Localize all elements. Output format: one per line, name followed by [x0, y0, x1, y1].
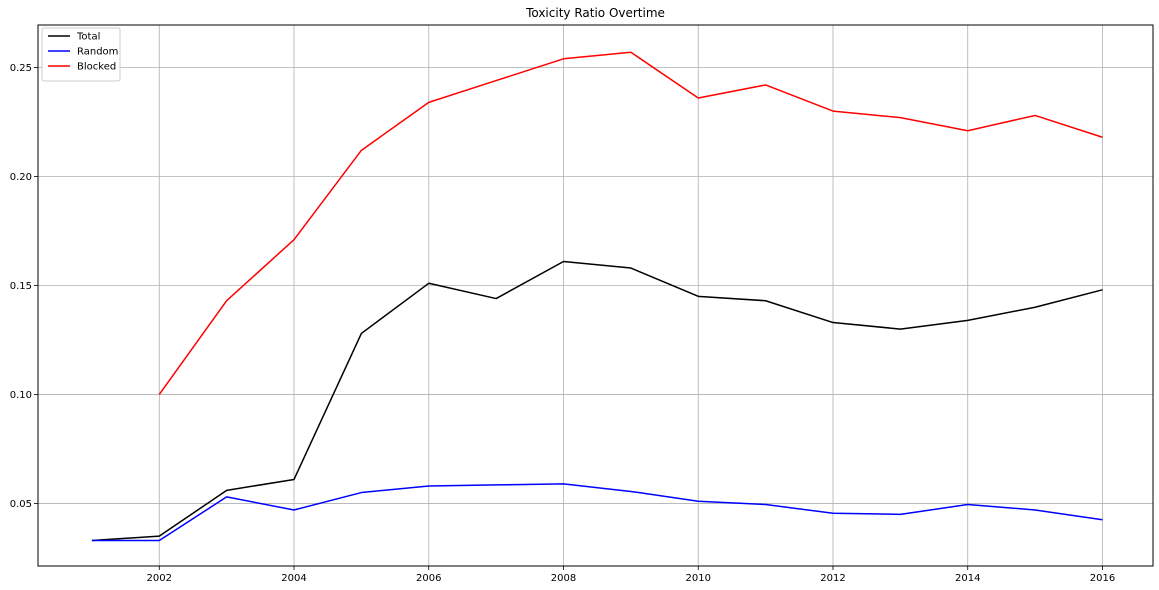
y-tick-label: 0.25 — [10, 63, 32, 74]
x-tick-label: 2014 — [955, 573, 980, 584]
axis-ticks: 2002 2004 2006 2008 2010 2012 2014 2016 0.05 0.10… — [10, 63, 1115, 584]
y-tick-label: 0.10 — [10, 390, 32, 401]
x-tick-label: 2016 — [1090, 573, 1115, 584]
x-tick-label: 2006 — [416, 573, 441, 584]
grid — [38, 25, 1153, 566]
y-tick-label: 0.15 — [10, 281, 32, 292]
legend: Total Random Blocked — [41, 27, 121, 82]
chart-title: Toxicity Ratio Overtime — [525, 6, 665, 20]
x-tick-label: 2004 — [281, 573, 306, 584]
plot-frame — [37, 24, 1154, 567]
legend-label-random: Random — [77, 47, 118, 58]
x-tick-label: 2012 — [820, 573, 845, 584]
series-line-total — [91, 260, 1103, 542]
y-tick-label: 0.05 — [10, 499, 32, 510]
legend-label-total: Total — [76, 32, 100, 43]
legend-box — [41, 27, 121, 82]
x-tick-label: 2002 — [147, 573, 172, 584]
y-tick-label: 0.20 — [10, 172, 32, 183]
x-tick-label: 2010 — [686, 573, 711, 584]
series-line-blocked — [158, 51, 1103, 395]
series-lines — [91, 51, 1103, 542]
x-tick-label: 2008 — [551, 573, 576, 584]
series-line-random — [91, 483, 1103, 542]
legend-label-blocked: Blocked — [77, 62, 116, 73]
